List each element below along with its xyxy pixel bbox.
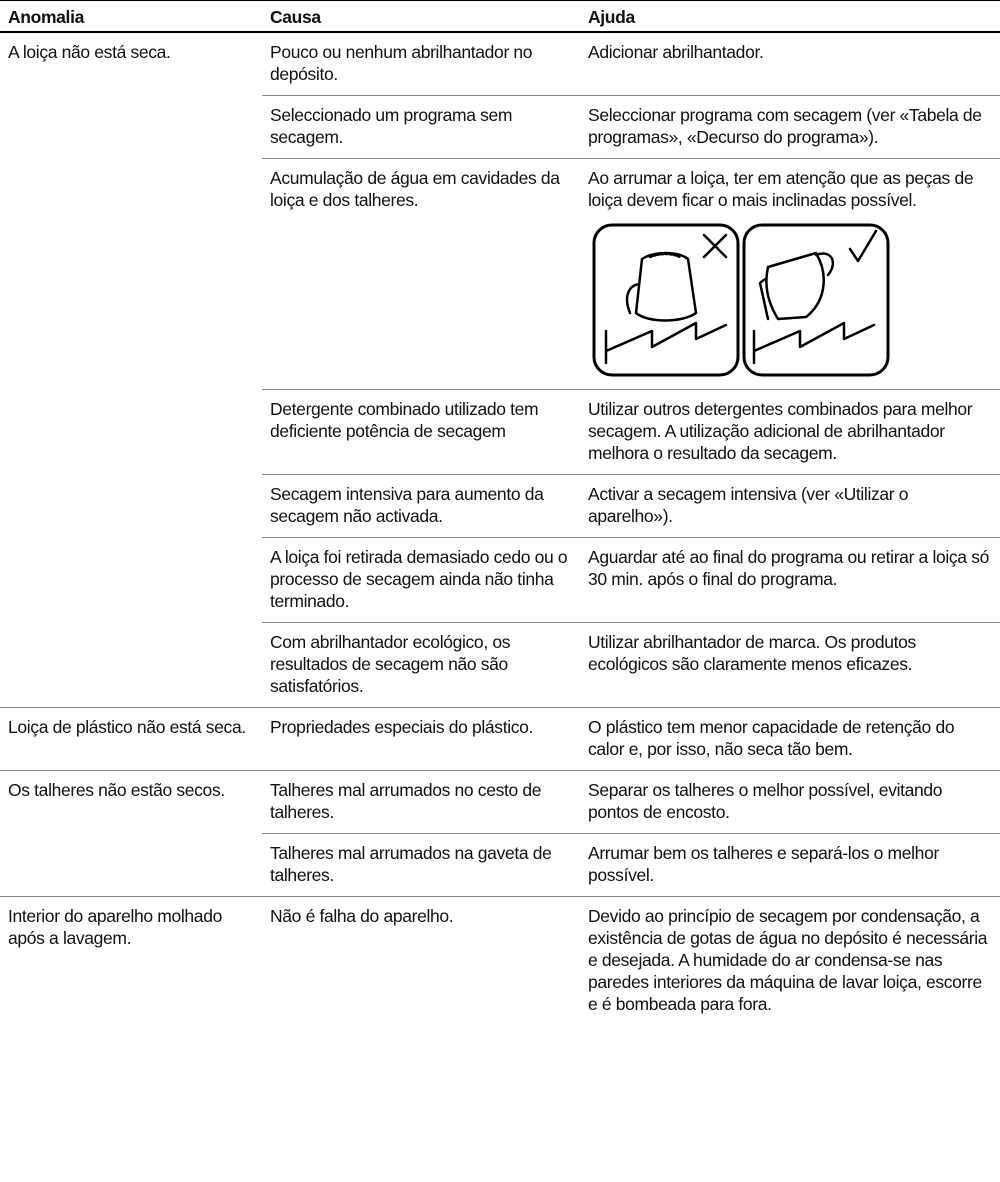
help-text: Aguardar até ao final do programa ou ret… <box>588 547 989 589</box>
table-row: Acumulação de água em cavidades da loiça… <box>0 158 1000 390</box>
troubleshooting-table: Anomalia Causa Ajuda A loiça não está se… <box>0 0 1000 1025</box>
help-text: Seleccionar programa com secagem (ver «T… <box>588 105 982 147</box>
table-row: Secagem intensiva para aumento da secage… <box>0 474 1000 538</box>
table-row: Seleccionado um programa sem secagem. Sel… <box>0 95 1000 159</box>
anomaly-cell: Os talheres não estão secos. <box>0 770 262 897</box>
table-body: A loiça não está seca. Pouco ou nenhum ab… <box>0 31 1000 1025</box>
help-cell: Seleccionar programa com secagem (ver «T… <box>580 95 1000 159</box>
table-row: Os talheres não estão secos. Talheres mal… <box>0 770 1000 897</box>
cause-cell: Pouco ou nenhum abrilhantador no depósit… <box>262 31 580 96</box>
table-row: Detergente combinado utilizado tem defic… <box>0 389 1000 475</box>
help-cell: Aguardar até ao final do programa ou ret… <box>580 537 1000 623</box>
help-cell: Separar os talheres o melhor possível, e… <box>580 770 1000 834</box>
header-cell: Ajuda <box>580 0 1000 33</box>
header-cell: Anomalia <box>0 0 262 33</box>
help-text: Utilizar outros detergentes combinados p… <box>588 399 973 463</box>
header-row: Anomalia Causa Ajuda <box>0 0 1000 33</box>
anomaly-cell: Interior do aparelho molhado após a lava… <box>0 896 262 1025</box>
help-cell: Activar a secagem intensiva (ver «Utiliz… <box>580 474 1000 538</box>
loading-illustration <box>592 223 890 377</box>
help-text: Ao arrumar a loiça, ter em atenção que a… <box>588 168 974 210</box>
table-row: A loiça foi retirada demasiado cedo ou o… <box>0 537 1000 623</box>
cause-cell: Secagem intensiva para aumento da secage… <box>262 474 580 538</box>
table-row: Interior do aparelho molhado após a lava… <box>0 896 1000 1025</box>
cause-cell: Propriedades especiais do plástico. <box>262 707 580 771</box>
help-cell: Utilizar outros detergentes combinados p… <box>580 389 1000 475</box>
help-text: Utilizar abrilhantador de marca. Os prod… <box>588 632 916 674</box>
help-text: Activar a secagem intensiva (ver «Utiliz… <box>588 484 909 526</box>
anomaly-cell: Loiça de plástico não está seca. <box>0 707 262 771</box>
help-cell: Utilizar abrilhantador de marca. Os prod… <box>580 622 1000 708</box>
cause-cell: Não é falha do aparelho. <box>262 896 580 1025</box>
help-text: Devido ao princípio de secagem por conde… <box>588 906 988 1014</box>
help-cell: Ao arrumar a loiça, ter em atenção que a… <box>580 158 1000 390</box>
table-row: Talheres mal arrumados na gaveta de talh… <box>0 833 1000 897</box>
anomaly-cell: A loiça não está seca. <box>0 31 262 708</box>
cause-cell: Talheres mal arrumados no cesto de talhe… <box>262 770 580 834</box>
cause-cell: Seleccionado um programa sem secagem. <box>262 95 580 159</box>
table-row: A loiça não está seca. Pouco ou nenhum ab… <box>0 31 1000 708</box>
cause-cell: Acumulação de água em cavidades da loiça… <box>262 158 580 390</box>
cause-cell: Detergente combinado utilizado tem defic… <box>262 389 580 475</box>
cause-cell: Talheres mal arrumados na gaveta de talh… <box>262 833 580 897</box>
help-cell: Arrumar bem os talheres e separá-los o m… <box>580 833 1000 897</box>
cause-cell: A loiça foi retirada demasiado cedo ou o… <box>262 537 580 623</box>
cause-cell: Com abrilhantador ecológico, os resultad… <box>262 622 580 708</box>
help-text: Arrumar bem os talheres e separá-los o m… <box>588 843 939 885</box>
help-text: Adicionar abrilhantador. <box>588 42 764 62</box>
help-cell: O plástico tem menor capacidade de reten… <box>580 707 1000 771</box>
help-text: Separar os talheres o melhor possível, e… <box>588 780 943 822</box>
header-cell: Causa <box>262 0 580 33</box>
help-cell: Devido ao princípio de secagem por conde… <box>580 896 1000 1025</box>
table-row: Com abrilhantador ecológico, os resultad… <box>0 622 1000 708</box>
help-cell: Adicionar abrilhantador. <box>580 31 1000 96</box>
table-row: Loiça de plástico não está seca. Propried… <box>0 707 1000 771</box>
help-text: O plástico tem menor capacidade de reten… <box>588 717 955 759</box>
